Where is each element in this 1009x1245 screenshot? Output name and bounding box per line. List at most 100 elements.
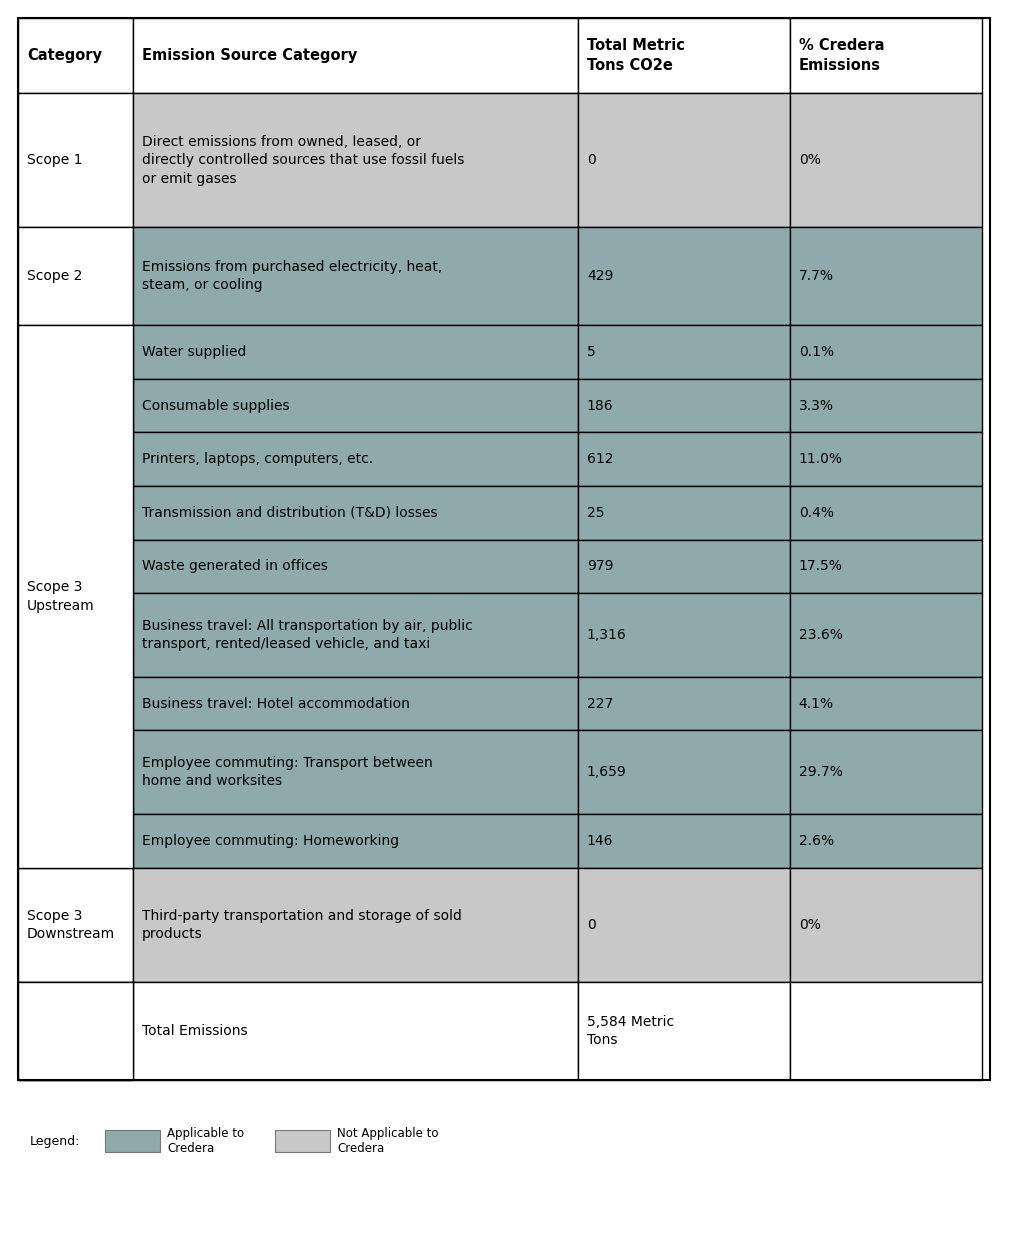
Bar bbox=[790, 227, 982, 325]
Bar bbox=[790, 982, 982, 1079]
Bar bbox=[18, 982, 133, 1079]
Bar bbox=[790, 432, 982, 486]
Bar bbox=[578, 325, 790, 378]
Bar bbox=[133, 227, 578, 325]
Text: Consumable supplies: Consumable supplies bbox=[141, 398, 290, 412]
Text: 979: 979 bbox=[587, 559, 613, 573]
Text: 1,659: 1,659 bbox=[587, 766, 627, 779]
Bar bbox=[18, 982, 133, 1079]
Bar bbox=[578, 378, 790, 432]
Bar bbox=[133, 868, 578, 982]
Text: Transmission and distribution (T&D) losses: Transmission and distribution (T&D) loss… bbox=[141, 505, 437, 519]
Bar bbox=[790, 17, 982, 93]
Bar bbox=[578, 982, 790, 1079]
Bar bbox=[578, 677, 790, 731]
Bar bbox=[790, 814, 982, 868]
Text: Legend:: Legend: bbox=[30, 1134, 81, 1148]
Text: % Credera
Emissions: % Credera Emissions bbox=[799, 39, 884, 73]
Bar bbox=[133, 93, 578, 227]
Bar bbox=[578, 677, 790, 731]
Text: Third-party transportation and storage of sold
products: Third-party transportation and storage o… bbox=[141, 909, 461, 941]
Text: Applicable to
Credera: Applicable to Credera bbox=[167, 1127, 244, 1155]
Bar bbox=[790, 814, 982, 868]
Bar bbox=[133, 814, 578, 868]
Text: 146: 146 bbox=[587, 834, 613, 848]
Bar bbox=[133, 731, 578, 814]
Text: Waste generated in offices: Waste generated in offices bbox=[141, 559, 328, 573]
Bar bbox=[790, 731, 982, 814]
Bar bbox=[133, 486, 578, 539]
Bar bbox=[578, 93, 790, 227]
Bar bbox=[133, 227, 578, 325]
Text: Business travel: Hotel accommodation: Business travel: Hotel accommodation bbox=[141, 696, 410, 711]
Bar bbox=[790, 539, 982, 593]
Bar bbox=[578, 868, 790, 982]
Text: 25: 25 bbox=[587, 505, 604, 519]
Bar bbox=[790, 93, 982, 227]
Text: Employee commuting: Homeworking: Employee commuting: Homeworking bbox=[141, 834, 399, 848]
Bar bbox=[133, 814, 578, 868]
Bar bbox=[578, 227, 790, 325]
Bar bbox=[275, 1130, 330, 1152]
Text: 23.6%: 23.6% bbox=[799, 627, 843, 642]
Text: 29.7%: 29.7% bbox=[799, 766, 843, 779]
Bar bbox=[578, 486, 790, 539]
Text: 186: 186 bbox=[587, 398, 613, 412]
Bar bbox=[133, 982, 578, 1079]
Text: Business travel: All transportation by air, public
transport, rented/leased vehi: Business travel: All transportation by a… bbox=[141, 619, 472, 651]
Text: Total Metric
Tons CO2e: Total Metric Tons CO2e bbox=[587, 39, 685, 73]
Text: Scope 3
Upstream: Scope 3 Upstream bbox=[27, 580, 95, 613]
Bar bbox=[790, 17, 982, 93]
Bar bbox=[578, 432, 790, 486]
Bar bbox=[18, 17, 990, 1079]
Bar bbox=[133, 432, 578, 486]
Bar bbox=[18, 868, 133, 982]
Bar bbox=[790, 539, 982, 593]
Bar bbox=[578, 17, 790, 93]
Text: Scope 1: Scope 1 bbox=[27, 153, 83, 167]
Text: 0%: 0% bbox=[799, 153, 820, 167]
Bar bbox=[18, 982, 133, 1079]
Bar bbox=[578, 731, 790, 814]
Bar bbox=[578, 539, 790, 593]
Text: 0%: 0% bbox=[799, 918, 820, 931]
Bar bbox=[578, 486, 790, 539]
Text: Printers, laptops, computers, etc.: Printers, laptops, computers, etc. bbox=[141, 452, 372, 466]
Bar bbox=[790, 378, 982, 432]
Bar bbox=[790, 227, 982, 325]
Bar bbox=[790, 593, 982, 677]
Text: 227: 227 bbox=[587, 696, 613, 711]
Text: 612: 612 bbox=[587, 452, 613, 466]
Text: 3.3%: 3.3% bbox=[799, 398, 833, 412]
Bar bbox=[18, 17, 133, 93]
Bar bbox=[790, 486, 982, 539]
Text: 0.1%: 0.1% bbox=[799, 345, 833, 359]
Bar bbox=[790, 868, 982, 982]
Bar bbox=[18, 227, 133, 325]
Bar bbox=[133, 325, 578, 378]
Bar bbox=[790, 593, 982, 677]
Bar bbox=[18, 93, 133, 227]
Bar bbox=[790, 677, 982, 731]
Bar bbox=[133, 982, 578, 1079]
Bar bbox=[790, 868, 982, 982]
Text: Total Emissions: Total Emissions bbox=[141, 1023, 247, 1038]
Text: 7.7%: 7.7% bbox=[799, 269, 833, 283]
Bar bbox=[105, 1130, 160, 1152]
Text: Water supplied: Water supplied bbox=[141, 345, 246, 359]
Bar bbox=[133, 17, 578, 93]
Bar bbox=[578, 432, 790, 486]
Bar bbox=[790, 325, 982, 378]
Text: 4.1%: 4.1% bbox=[799, 696, 833, 711]
Text: 0: 0 bbox=[587, 918, 595, 931]
Text: 11.0%: 11.0% bbox=[799, 452, 843, 466]
Bar bbox=[18, 93, 133, 227]
Bar bbox=[133, 486, 578, 539]
Text: Emissions from purchased electricity, heat,
steam, or cooling: Emissions from purchased electricity, he… bbox=[141, 260, 442, 293]
Bar bbox=[18, 325, 133, 868]
Bar bbox=[133, 93, 578, 227]
Text: Employee commuting: Transport between
home and worksites: Employee commuting: Transport between ho… bbox=[141, 756, 433, 788]
Bar bbox=[790, 486, 982, 539]
Bar bbox=[578, 868, 790, 982]
Text: 0.4%: 0.4% bbox=[799, 505, 833, 519]
